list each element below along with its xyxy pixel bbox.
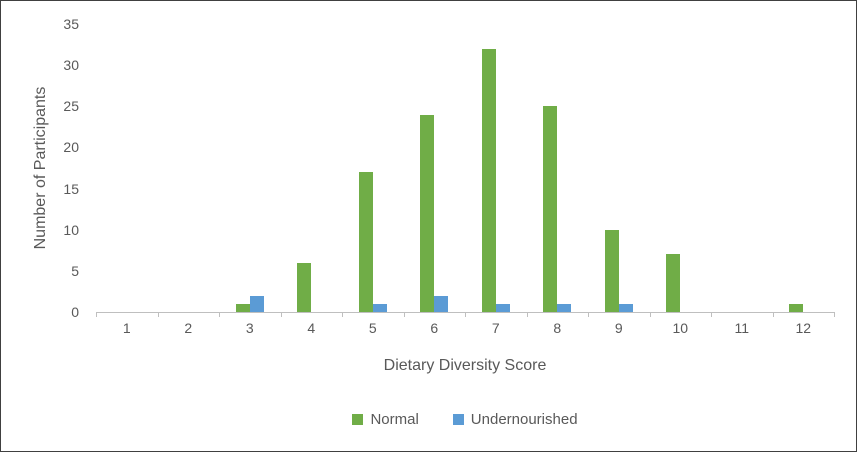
bar-undernourished-5 — [373, 304, 387, 312]
legend-label: Normal — [370, 411, 419, 428]
bar-normal-6 — [420, 115, 434, 312]
bar-normal-9 — [605, 230, 619, 312]
x-axis-tick-mark — [158, 312, 159, 317]
legend-item-normal: Normal — [352, 411, 419, 428]
bar-undernourished-7 — [496, 304, 510, 312]
x-axis-tick-mark — [834, 312, 835, 317]
x-tick-label: 7 — [491, 320, 500, 336]
bar-normal-12 — [789, 304, 803, 312]
legend-swatch-undernourished — [452, 414, 464, 425]
x-axis-tick-mark — [588, 312, 589, 317]
bar-normal-5 — [359, 172, 373, 312]
legend-label: Undernourished — [470, 411, 578, 428]
x-tick-label: 2 — [184, 320, 193, 336]
x-axis-title: Dietary Diversity Score — [383, 357, 547, 374]
y-tick-label: 5 — [71, 262, 79, 279]
bar-normal-7 — [482, 49, 496, 312]
x-tick-label: 1 — [122, 320, 131, 336]
legend: Normal Undernourished — [96, 411, 834, 428]
bar-normal-10 — [666, 254, 680, 312]
x-axis-tick-mark — [404, 312, 405, 317]
y-tick-label: 20 — [63, 139, 79, 156]
x-axis-tick-mark — [527, 312, 528, 317]
y-tick-label: 30 — [63, 57, 79, 74]
x-axis-tick-mark — [711, 312, 712, 317]
y-tick-label: 35 — [63, 16, 79, 32]
x-tick-label: 9 — [614, 320, 623, 336]
y-tick-label: 15 — [63, 180, 79, 197]
bar-undernourished-6 — [434, 296, 448, 312]
bar-undernourished-9 — [619, 304, 633, 312]
y-tick-label: 10 — [63, 221, 79, 238]
x-axis-tick-mark — [342, 312, 343, 317]
x-tick-label: 8 — [553, 320, 562, 336]
y-tick-label: 25 — [63, 98, 79, 115]
y-tick-label: 0 — [71, 304, 79, 320]
x-tick-label: 4 — [307, 320, 316, 336]
bar-normal-8 — [543, 106, 557, 312]
bar-undernourished-3 — [250, 296, 264, 312]
legend-swatch-normal — [352, 414, 364, 425]
x-axis-tick-mark — [773, 312, 774, 317]
x-tick-label: 6 — [430, 320, 439, 336]
x-axis-tick-mark — [650, 312, 651, 317]
x-tick-label: 10 — [672, 320, 689, 336]
x-tick-label: 3 — [245, 320, 254, 336]
x-tick-label: 12 — [795, 320, 812, 336]
x-axis-tick-mark — [281, 312, 282, 317]
x-tick-label: 5 — [368, 320, 377, 336]
plot-area — [96, 24, 835, 317]
bar-normal-4 — [297, 263, 311, 312]
bar-normal-3 — [236, 304, 250, 312]
x-axis-tick-mark — [219, 312, 220, 317]
x-tick-label: 11 — [734, 320, 750, 336]
x-axis-tick-mark — [465, 312, 466, 317]
x-axis-tick-mark — [96, 312, 97, 317]
bar-undernourished-8 — [557, 304, 571, 312]
legend-item-undernourished: Undernourished — [452, 411, 578, 428]
